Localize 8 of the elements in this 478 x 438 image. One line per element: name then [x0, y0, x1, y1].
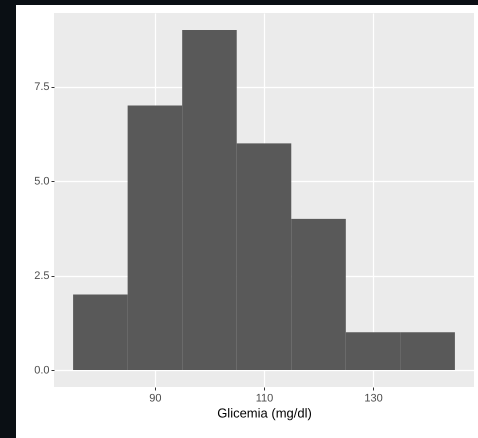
y-tick-label: 7.5	[34, 81, 50, 94]
x-tick-label: 130	[364, 392, 383, 404]
x-axis-title: Glicemia (mg/dl)	[217, 406, 312, 420]
y-tick-label: 0.0	[34, 364, 50, 376]
x-tick-label: 90	[149, 392, 162, 404]
x-tick-label: 110	[256, 392, 274, 404]
y-tick-label: 5.0	[34, 176, 50, 188]
y-tick-label: 2.5	[34, 270, 50, 282]
